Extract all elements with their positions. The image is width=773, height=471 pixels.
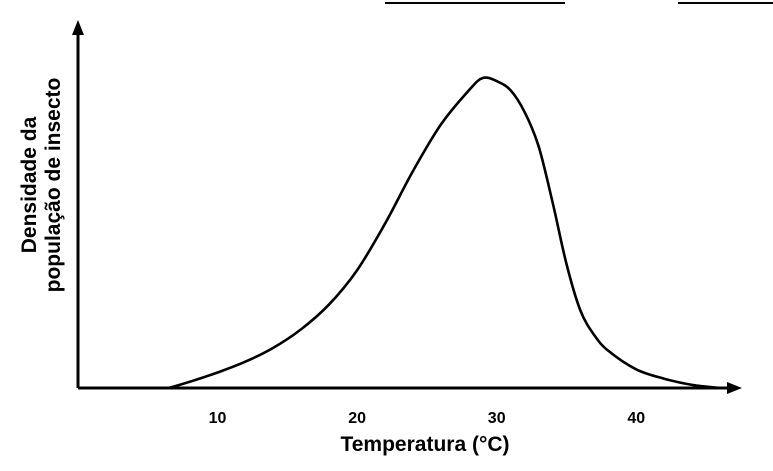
axes [72,20,742,394]
x-tick-labels: 10 20 30 40 [209,410,646,427]
x-tick-label-20: 20 [348,410,366,427]
x-axis-label: Temperatura (°C) [340,433,509,456]
y-axis-label-line-2: população de insecto [42,78,65,293]
x-tick-label-30: 30 [488,410,506,427]
series-line [167,76,722,390]
y-axis-arrow-icon [72,20,84,35]
x-axis-arrow-icon [727,382,742,394]
x-tick-label-10: 10 [209,410,227,427]
x-tick-label-40: 40 [627,410,645,427]
y-axis-label-line-1: Densidade da [18,116,41,253]
